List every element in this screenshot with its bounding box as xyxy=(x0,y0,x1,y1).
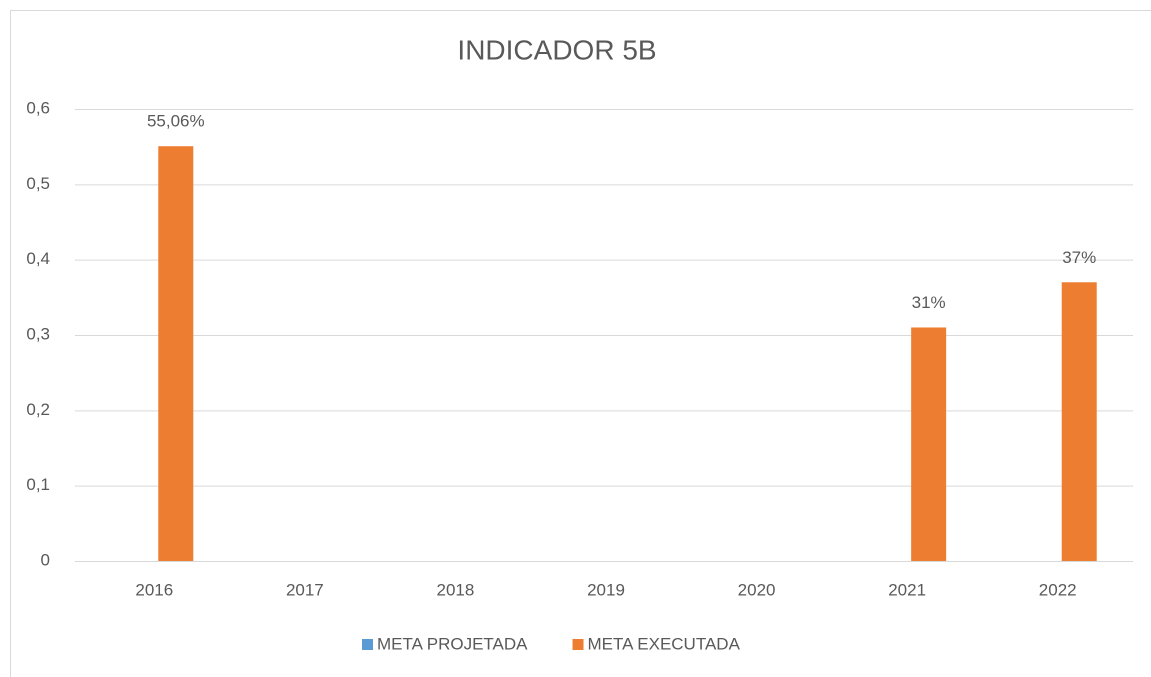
x-tick-label: 2021 xyxy=(888,580,926,599)
chart-title: INDICADOR 5B xyxy=(457,34,656,65)
y-tick-label: 0,1 xyxy=(26,475,50,494)
x-tick-label: 2019 xyxy=(587,580,625,599)
chart-frame xyxy=(10,10,1151,677)
x-tick-label: 2018 xyxy=(437,580,475,599)
legend-swatch xyxy=(572,639,584,650)
y-tick-label: 0 xyxy=(41,550,50,569)
legend-label: META PROJETADA xyxy=(377,634,528,653)
data-label: 55,06% xyxy=(147,112,205,131)
y-tick-label: 0,2 xyxy=(26,400,50,419)
y-tick-label: 0,5 xyxy=(26,174,50,193)
data-label: 37% xyxy=(1062,248,1096,267)
x-tick-label: 2020 xyxy=(738,580,776,599)
bar xyxy=(158,146,194,561)
bar xyxy=(911,327,947,561)
y-tick-label: 0,6 xyxy=(26,98,50,117)
x-tick-label: 2016 xyxy=(135,580,173,599)
data-label: 31% xyxy=(912,293,946,312)
x-tick-label: 2022 xyxy=(1039,580,1077,599)
y-tick-label: 0,3 xyxy=(26,324,50,343)
x-tick-label: 2017 xyxy=(286,580,324,599)
bar xyxy=(1061,282,1097,561)
legend-swatch xyxy=(362,639,373,650)
legend-label: META EXECUTADA xyxy=(588,634,741,653)
y-tick-label: 0,4 xyxy=(26,249,50,268)
